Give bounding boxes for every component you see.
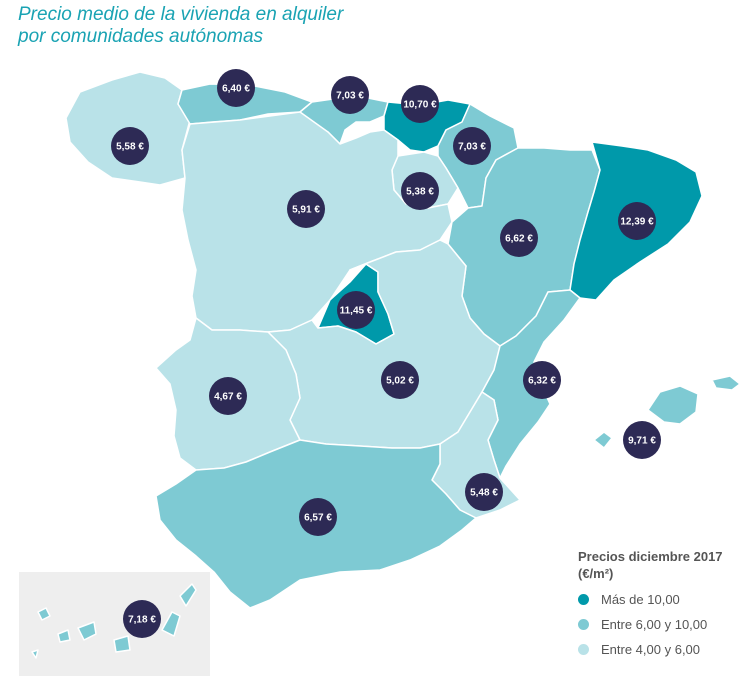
- map-title-line-2: por comunidades autónomas: [18, 26, 264, 47]
- region-canarias-2: [57, 629, 71, 643]
- price-marker-islas-baleares: [623, 421, 661, 459]
- legend-item-high: Más de 10,00: [578, 592, 728, 607]
- price-marker-comunidad-valenciana: [523, 361, 561, 399]
- price-markers: 5,58 € 6,40 € 7,03 € 10,70 € 7,03 € 5,38 € 5,9…: [111, 69, 661, 638]
- price-label-cantabria: 7,03 €: [336, 91, 364, 102]
- region-baleares-ibiza: [593, 431, 613, 449]
- price-label-la-rioja: 5,38 €: [406, 187, 434, 198]
- legend-item-mid: Entre 6,00 y 10,00: [578, 617, 728, 632]
- price-marker-cataluna: [618, 202, 656, 240]
- price-label-asturias: 6,40 €: [222, 84, 250, 95]
- price-marker-pais-vasco: [401, 85, 439, 123]
- price-label-pais-vasco: 10,70 €: [403, 100, 437, 111]
- price-label-castilla-y-leon: 5,91 €: [292, 205, 320, 216]
- region-canarias-4: [113, 635, 131, 653]
- price-marker-asturias: [217, 69, 255, 107]
- price-marker-galicia: [111, 127, 149, 165]
- price-label-andalucia: 6,57 €: [304, 513, 332, 524]
- region-canarias-5: [161, 611, 181, 637]
- price-marker-canarias: [123, 600, 161, 638]
- region-baleares-menorca: [711, 375, 741, 391]
- legend-dot-high: [578, 594, 589, 605]
- price-label-galicia: 5,58 €: [116, 142, 144, 153]
- price-marker-murcia: [465, 473, 503, 511]
- legend-title: Precios diciembre 2017 (€/m²): [578, 549, 723, 581]
- legend-label-low: Entre 4,00 y 6,00: [601, 642, 701, 657]
- price-label-navarra: 7,03 €: [458, 142, 486, 153]
- legend-dot-low: [578, 644, 589, 655]
- price-label-madrid: 11,45 €: [340, 306, 373, 317]
- price-label-islas-baleares: 9,71 €: [628, 436, 656, 447]
- legend-label-high: Más de 10,00: [601, 592, 680, 607]
- price-marker-castilla-la-mancha: [381, 361, 419, 399]
- price-label-murcia: 5,48 €: [470, 488, 498, 499]
- price-label-castilla-la-mancha: 5,02 €: [386, 376, 414, 387]
- legend-item-low: Entre 4,00 y 6,00: [578, 642, 728, 657]
- price-marker-madrid: [337, 291, 375, 329]
- price-marker-cantabria: [331, 76, 369, 114]
- map-title: Precio medio de la vivienda en alquiler …: [18, 4, 343, 48]
- region-canarias-6: [179, 583, 197, 607]
- region-canarias-3: [77, 621, 97, 641]
- price-marker-extremadura: [209, 377, 247, 415]
- price-marker-la-rioja: [401, 172, 439, 210]
- region-canarias-7: [31, 649, 39, 659]
- price-label-aragon: 6,62 €: [505, 234, 533, 245]
- price-marker-navarra: [453, 127, 491, 165]
- map-title-line-1: Precio medio de la vivienda en alquiler: [18, 4, 344, 25]
- region-canarias-1: [37, 607, 51, 621]
- region-baleares-mallorca: [647, 385, 699, 425]
- price-marker-castilla-y-leon: [287, 190, 325, 228]
- price-label-extremadura: 4,67 €: [214, 392, 242, 403]
- price-marker-aragon: [500, 219, 538, 257]
- price-label-cataluna: 12,39 €: [620, 217, 654, 228]
- price-label-comunidad-valenciana: 6,32 €: [528, 376, 556, 387]
- legend-label-mid: Entre 6,00 y 10,00: [601, 617, 708, 632]
- legend: Precios diciembre 2017 (€/m²) Más de 10,…: [578, 548, 728, 657]
- price-label-canarias: 7,18 €: [128, 615, 156, 626]
- legend-dot-mid: [578, 619, 589, 630]
- price-marker-andalucia: [299, 498, 337, 536]
